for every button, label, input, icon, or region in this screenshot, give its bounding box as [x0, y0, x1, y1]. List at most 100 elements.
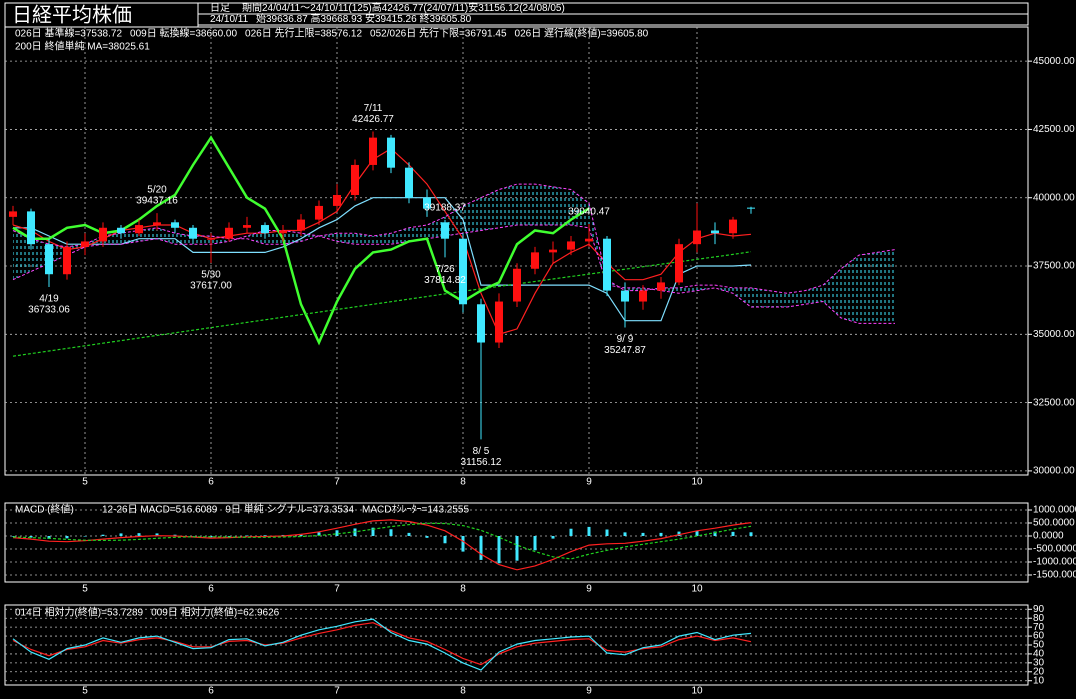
y-tick-label: 40 — [1033, 649, 1045, 660]
candle-body — [297, 219, 305, 231]
candle-body — [171, 222, 179, 228]
candle-body — [279, 230, 287, 234]
legend-entry: MACDｵｼﾚｰﾀｰ=143.2555 — [362, 504, 469, 516]
annotation-value: 39437.16 — [136, 196, 178, 207]
candle-body — [99, 227, 107, 242]
annotation-date: 4/19 — [39, 294, 59, 305]
legend-entry: 9日 単純 シグナル=373.3534 — [225, 503, 354, 516]
candle-body — [81, 241, 89, 247]
candle-body — [747, 207, 755, 209]
x-tick-label: 5 — [82, 686, 88, 697]
candle-body — [369, 137, 377, 165]
series-line — [12, 618, 752, 671]
period-type: 日足 — [210, 2, 230, 14]
panel-title: MACD (終値) — [15, 503, 74, 516]
annotation-value: 37617.00 — [190, 280, 232, 291]
y-tick-label: 42500.00 — [1033, 124, 1075, 135]
y-tick-label: 90 — [1033, 604, 1045, 615]
candle-body — [225, 227, 233, 239]
legend-entry: 009日 相対力(終値)=62.9626 — [151, 606, 280, 619]
y-tick-label: 32500.00 — [1033, 397, 1075, 408]
plot-frame — [4, 502, 1029, 583]
current-ohlc: 始39636.87 高39668.93 安39415.26 終39605.80 — [256, 12, 472, 25]
candle-body — [387, 137, 395, 168]
candle-body — [153, 222, 161, 226]
y-tick-label: 35000.00 — [1033, 329, 1075, 340]
candle-body — [333, 195, 341, 206]
y-tick-label: -500.0000 — [1033, 544, 1076, 555]
y-tick-label: -1500.0000 — [1033, 570, 1076, 581]
annotation-value: 39040.47 — [568, 207, 610, 218]
annotation-date: 5/20 — [147, 185, 167, 196]
y-tick-label: 500.0000 — [1033, 518, 1075, 529]
x-tick-label: 8 — [460, 686, 466, 697]
current-date: 24/10/11 — [210, 14, 249, 25]
series-line — [12, 224, 895, 324]
legend-entry: 200日 終値単純 MA=38025.61 — [15, 40, 150, 53]
candle-body — [495, 301, 503, 343]
y-tick-label: 70 — [1033, 622, 1045, 633]
legend-entry: 12-26日 MACD=516.6089 — [102, 505, 218, 516]
candle-body — [639, 290, 647, 302]
annotation-date: 9/ 9 — [617, 334, 634, 345]
candle-body — [423, 197, 431, 209]
candle-body — [135, 225, 143, 234]
candle-body — [45, 244, 53, 275]
x-tick-label: 9 — [586, 477, 592, 488]
candle-body — [621, 290, 629, 302]
candle-body — [63, 246, 71, 275]
series-line — [12, 522, 752, 560]
y-tick-label: 30 — [1033, 657, 1045, 668]
plot-frame — [4, 26, 1029, 476]
candle-body — [729, 219, 737, 234]
annotation-value: 37814.82 — [424, 275, 466, 286]
y-tick-label: 50 — [1033, 640, 1045, 651]
annotation-value: 36733.06 — [28, 305, 70, 316]
x-tick-label: 7 — [334, 477, 340, 488]
y-tick-label: 45000.00 — [1033, 56, 1075, 67]
x-tick-label: 9 — [586, 584, 592, 595]
y-tick-label: 80 — [1033, 613, 1045, 624]
legend-entry: 052/026日 先行下限=36791.45 — [370, 27, 507, 40]
legend-entry: 014日 相対力(終値)=53.7289 — [15, 606, 144, 619]
series-line — [12, 251, 752, 357]
x-tick-label: 6 — [208, 477, 214, 488]
title-box — [4, 2, 199, 28]
series-line — [12, 519, 752, 571]
y-tick-label: 0.0000 — [1033, 531, 1064, 542]
x-tick-label: 8 — [460, 477, 466, 488]
annotation-date: 7/11 — [364, 103, 383, 114]
candle-body — [351, 164, 359, 195]
x-tick-label: 7 — [334, 584, 340, 595]
candle-body — [675, 244, 683, 283]
annotation-date: 5/30 — [201, 269, 221, 280]
candle-body — [405, 167, 413, 198]
chart-title: 日経平均株価 — [12, 3, 132, 26]
candle-body — [261, 225, 269, 234]
candle-body — [693, 230, 701, 245]
series-line — [13, 197, 752, 322]
candle-body — [513, 268, 521, 302]
candle-body — [243, 225, 251, 228]
candle-body — [711, 230, 719, 234]
candle-body — [207, 238, 215, 240]
candle-body — [117, 227, 125, 234]
x-tick-label: 10 — [691, 584, 703, 595]
legend-entry: 026日 先行上限=38576.12 — [245, 27, 362, 40]
candle-body — [567, 241, 575, 250]
candle-body — [459, 238, 467, 305]
annotation-value: 35247.87 — [604, 345, 646, 356]
x-tick-label: 7 — [334, 686, 340, 697]
candle-body — [603, 238, 611, 291]
x-tick-label: 6 — [208, 584, 214, 595]
candle-body — [585, 238, 593, 242]
x-tick-label: 8 — [460, 584, 466, 595]
candle-body — [27, 211, 35, 245]
y-tick-label: 20 — [1033, 666, 1045, 677]
y-tick-label: 10 — [1033, 675, 1045, 686]
candle-body — [441, 222, 449, 239]
ichimoku-cloud — [13, 184, 895, 324]
candle-body — [9, 211, 17, 217]
legend-entry: 009日 転換線=38660.00 — [130, 27, 237, 40]
